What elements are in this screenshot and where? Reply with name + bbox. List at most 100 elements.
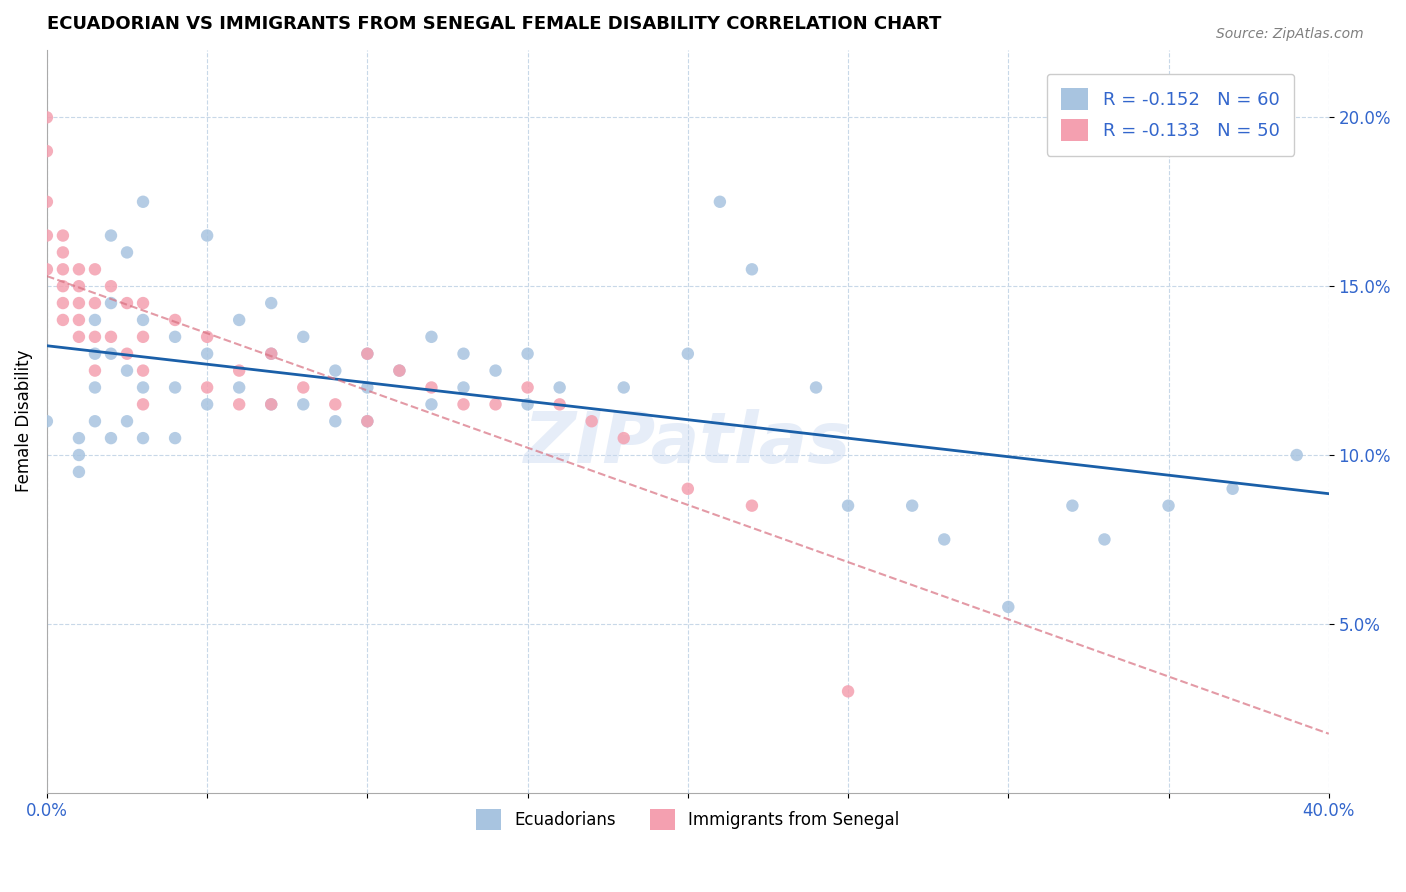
Point [1157,499,1180,513]
Point [195,330,218,344]
Point [228,313,250,327]
Point [741,262,763,277]
Point [35,228,58,243]
Point [356,380,378,394]
Point [115,347,138,361]
Point [67,279,90,293]
Point [356,414,378,428]
Point [84,296,107,310]
Point [67,296,90,310]
Point [52,296,75,310]
Point [1222,482,1244,496]
Point [228,380,250,394]
Point [292,380,315,394]
Point [132,330,155,344]
Point [420,380,443,394]
Point [484,397,506,411]
Point [292,397,315,411]
Point [100,347,122,361]
Point [52,262,75,277]
Point [804,380,827,394]
Point [484,363,506,377]
Point [356,347,378,361]
Point [388,363,411,377]
Point [228,363,250,377]
Point [165,431,187,445]
Point [84,347,107,361]
Point [388,363,411,377]
Point [115,245,138,260]
Point [35,144,58,158]
Point [195,380,218,394]
Point [1062,499,1084,513]
Legend: Ecuadorians, Immigrants from Senegal: Ecuadorians, Immigrants from Senegal [470,803,905,837]
Point [195,397,218,411]
Point [132,431,155,445]
Point [100,296,122,310]
Point [453,397,475,411]
Point [260,397,283,411]
Point [516,397,538,411]
Point [35,414,58,428]
Point [115,363,138,377]
Point [676,482,699,496]
Point [100,228,122,243]
Point [165,330,187,344]
Text: Source: ZipAtlas.com: Source: ZipAtlas.com [1216,27,1364,41]
Point [676,347,699,361]
Point [260,347,283,361]
Point [420,397,443,411]
Point [67,313,90,327]
Point [84,330,107,344]
Point [356,414,378,428]
Point [115,414,138,428]
Point [84,414,107,428]
Point [132,313,155,327]
Point [613,431,636,445]
Point [420,330,443,344]
Point [35,194,58,209]
Point [901,499,924,513]
Point [132,363,155,377]
Point [132,397,155,411]
Point [260,347,283,361]
Point [323,363,346,377]
Point [35,262,58,277]
Point [67,448,90,462]
Point [84,262,107,277]
Point [292,330,315,344]
Point [516,347,538,361]
Point [67,431,90,445]
Point [260,397,283,411]
Point [67,465,90,479]
Point [1094,533,1116,547]
Point [581,414,603,428]
Point [52,228,75,243]
Point [837,499,859,513]
Point [100,279,122,293]
Point [100,431,122,445]
Point [132,194,155,209]
Point [67,330,90,344]
Point [741,499,763,513]
Point [228,397,250,411]
Point [100,330,122,344]
Point [260,296,283,310]
Point [516,380,538,394]
Point [837,684,859,698]
Point [613,380,636,394]
Point [132,380,155,394]
Point [356,347,378,361]
Point [997,599,1019,614]
Point [52,245,75,260]
Point [84,363,107,377]
Point [195,347,218,361]
Point [195,228,218,243]
Point [453,380,475,394]
Point [132,296,155,310]
Point [35,111,58,125]
Point [84,380,107,394]
Point [52,279,75,293]
Point [165,313,187,327]
Point [709,194,731,209]
